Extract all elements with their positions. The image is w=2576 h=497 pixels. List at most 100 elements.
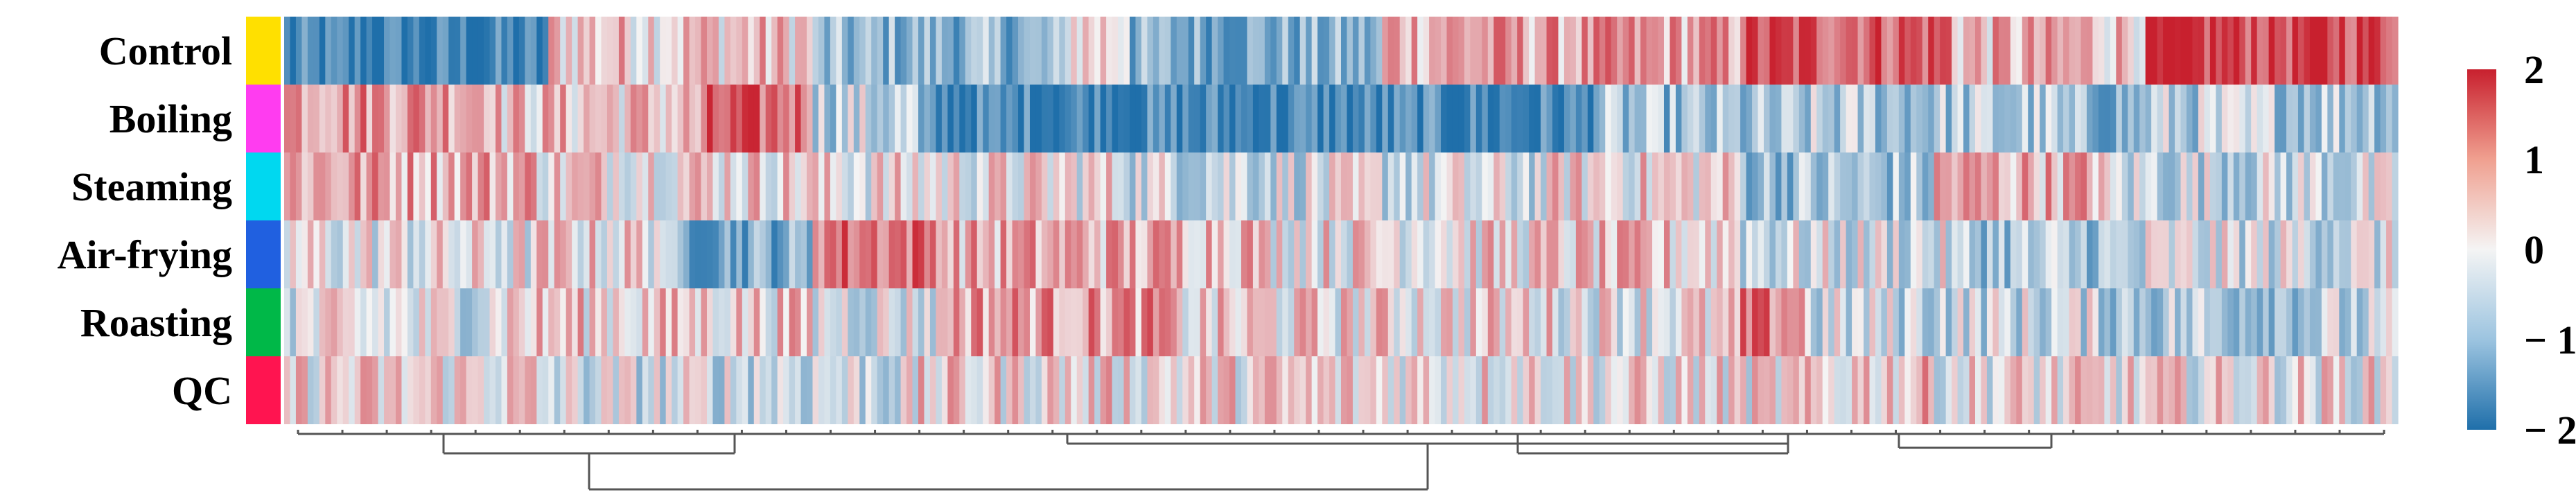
heatmap-cell: [677, 220, 684, 288]
heatmap-cell: [560, 17, 567, 85]
heatmap-cell: [2010, 356, 2017, 424]
heatmap-cell: [947, 288, 954, 356]
heatmap-cell: [1241, 288, 1248, 356]
heatmap-cell: [372, 85, 379, 152]
heatmap-cell: [1570, 356, 1577, 424]
heatmap-cell: [2292, 85, 2299, 152]
heatmap-cell: [1546, 220, 1553, 288]
heatmap-cell: [589, 17, 596, 85]
heatmap-cell: [1223, 85, 1230, 152]
heatmap-cell: [325, 17, 332, 85]
heatmap-cell: [836, 152, 843, 220]
heatmap-cell: [530, 152, 537, 220]
heatmap-cell: [2040, 356, 2047, 424]
heatmap-cell: [654, 17, 660, 85]
heatmap-cell: [707, 85, 714, 152]
heatmap-cell: [2121, 85, 2128, 152]
heatmap-cell: [929, 220, 937, 288]
heatmap-cell: [477, 356, 484, 424]
color-scale-tick-label: 1: [2524, 137, 2544, 182]
heatmap-cell: [1047, 85, 1054, 152]
heatmap-cell: [906, 17, 913, 85]
heatmap-cell: [1828, 356, 1835, 424]
heatmap-cell: [918, 220, 925, 288]
heatmap-cell: [2133, 152, 2140, 220]
heatmap-cell: [2233, 220, 2240, 288]
heatmap-cell: [2227, 220, 2234, 288]
heatmap-cell: [877, 152, 884, 220]
heatmap-cell: [2204, 85, 2211, 152]
heatmap-cell: [2216, 356, 2223, 424]
heatmap-cell: [2139, 356, 2146, 424]
heatmap-cell: [1276, 356, 1283, 424]
heatmap-cell: [995, 356, 1001, 424]
heatmap-cell: [742, 288, 748, 356]
heatmap-cell: [472, 17, 479, 85]
heatmap-cell: [1916, 17, 1923, 85]
heatmap-cell: [701, 17, 708, 85]
heatmap-cell: [1294, 85, 1301, 152]
heatmap-cell: [1464, 85, 1471, 152]
heatmap-cell: [2257, 85, 2263, 152]
heatmap-cell: [736, 85, 743, 152]
heatmap-cell: [1570, 152, 1577, 220]
heatmap-cell: [1252, 17, 1259, 85]
heatmap-cell: [1617, 356, 1624, 424]
heatmap-cell: [947, 17, 954, 85]
heatmap-cell: [1675, 288, 1682, 356]
heatmap-cell: [349, 17, 356, 85]
heatmap-cell: [959, 17, 966, 85]
heatmap-cell: [2339, 85, 2346, 152]
heatmap-cell: [2192, 220, 2199, 288]
heatmap-cell: [718, 17, 726, 85]
heatmap-cell: [1464, 17, 1471, 85]
heatmap-cell: [606, 17, 614, 85]
heatmap-cell: [1910, 220, 1917, 288]
heatmap-cell: [1487, 152, 1494, 220]
heatmap-cell: [1599, 288, 1606, 356]
heatmap-cell: [2139, 220, 2146, 288]
heatmap-cell: [613, 85, 620, 152]
heatmap-cell: [1364, 288, 1371, 356]
heatmap-cell: [2004, 356, 2011, 424]
heatmap-cell: [1840, 220, 1847, 288]
heatmap-cell: [1722, 356, 1729, 424]
heatmap-cell: [1663, 152, 1671, 220]
heatmap-cell: [1734, 356, 1741, 424]
heatmap-cell: [2080, 220, 2087, 288]
heatmap-cell: [1106, 220, 1113, 288]
heatmap-cell: [1910, 356, 1917, 424]
heatmap-cell: [1952, 85, 1959, 152]
heatmap-cell: [1475, 152, 1482, 220]
heatmap-cell: [466, 356, 473, 424]
heatmap-cell: [1517, 17, 1524, 85]
heatmap-cell: [1053, 85, 1060, 152]
row-label-air-frying: Air-frying: [58, 232, 232, 277]
heatmap-cell: [1834, 220, 1841, 288]
heatmap-cell: [1071, 85, 1078, 152]
heatmap-cell: [2092, 85, 2099, 152]
heatmap-cell: [1852, 356, 1859, 424]
heatmap-cell: [1734, 17, 1741, 85]
heatmap-cell: [672, 288, 678, 356]
heatmap-cell: [313, 17, 320, 85]
heatmap-cell: [2356, 220, 2363, 288]
heatmap-cell: [2280, 356, 2287, 424]
heatmap-cell: [1188, 85, 1195, 152]
heatmap-cell: [513, 17, 520, 85]
heatmap-cell: [2198, 288, 2205, 356]
heatmap-cell: [1505, 17, 1512, 85]
heatmap-cell: [900, 356, 907, 424]
heatmap-cell: [1159, 220, 1166, 288]
heatmap-cell: [1417, 288, 1424, 356]
heatmap-cell: [2380, 288, 2387, 356]
heatmap-cell: [1517, 152, 1524, 220]
heatmap-cell: [1687, 356, 1694, 424]
heatmap-cell: [1282, 356, 1289, 424]
heatmap-cell: [1558, 288, 1565, 356]
heatmap-cell: [1593, 288, 1600, 356]
heatmap-cell: [2345, 152, 2351, 220]
heatmap-cell: [2327, 17, 2334, 85]
heatmap-cell: [1523, 220, 1530, 288]
heatmap-cell: [695, 356, 702, 424]
